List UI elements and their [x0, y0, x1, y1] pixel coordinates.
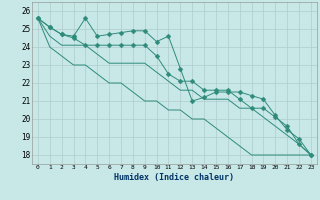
- X-axis label: Humidex (Indice chaleur): Humidex (Indice chaleur): [115, 173, 234, 182]
